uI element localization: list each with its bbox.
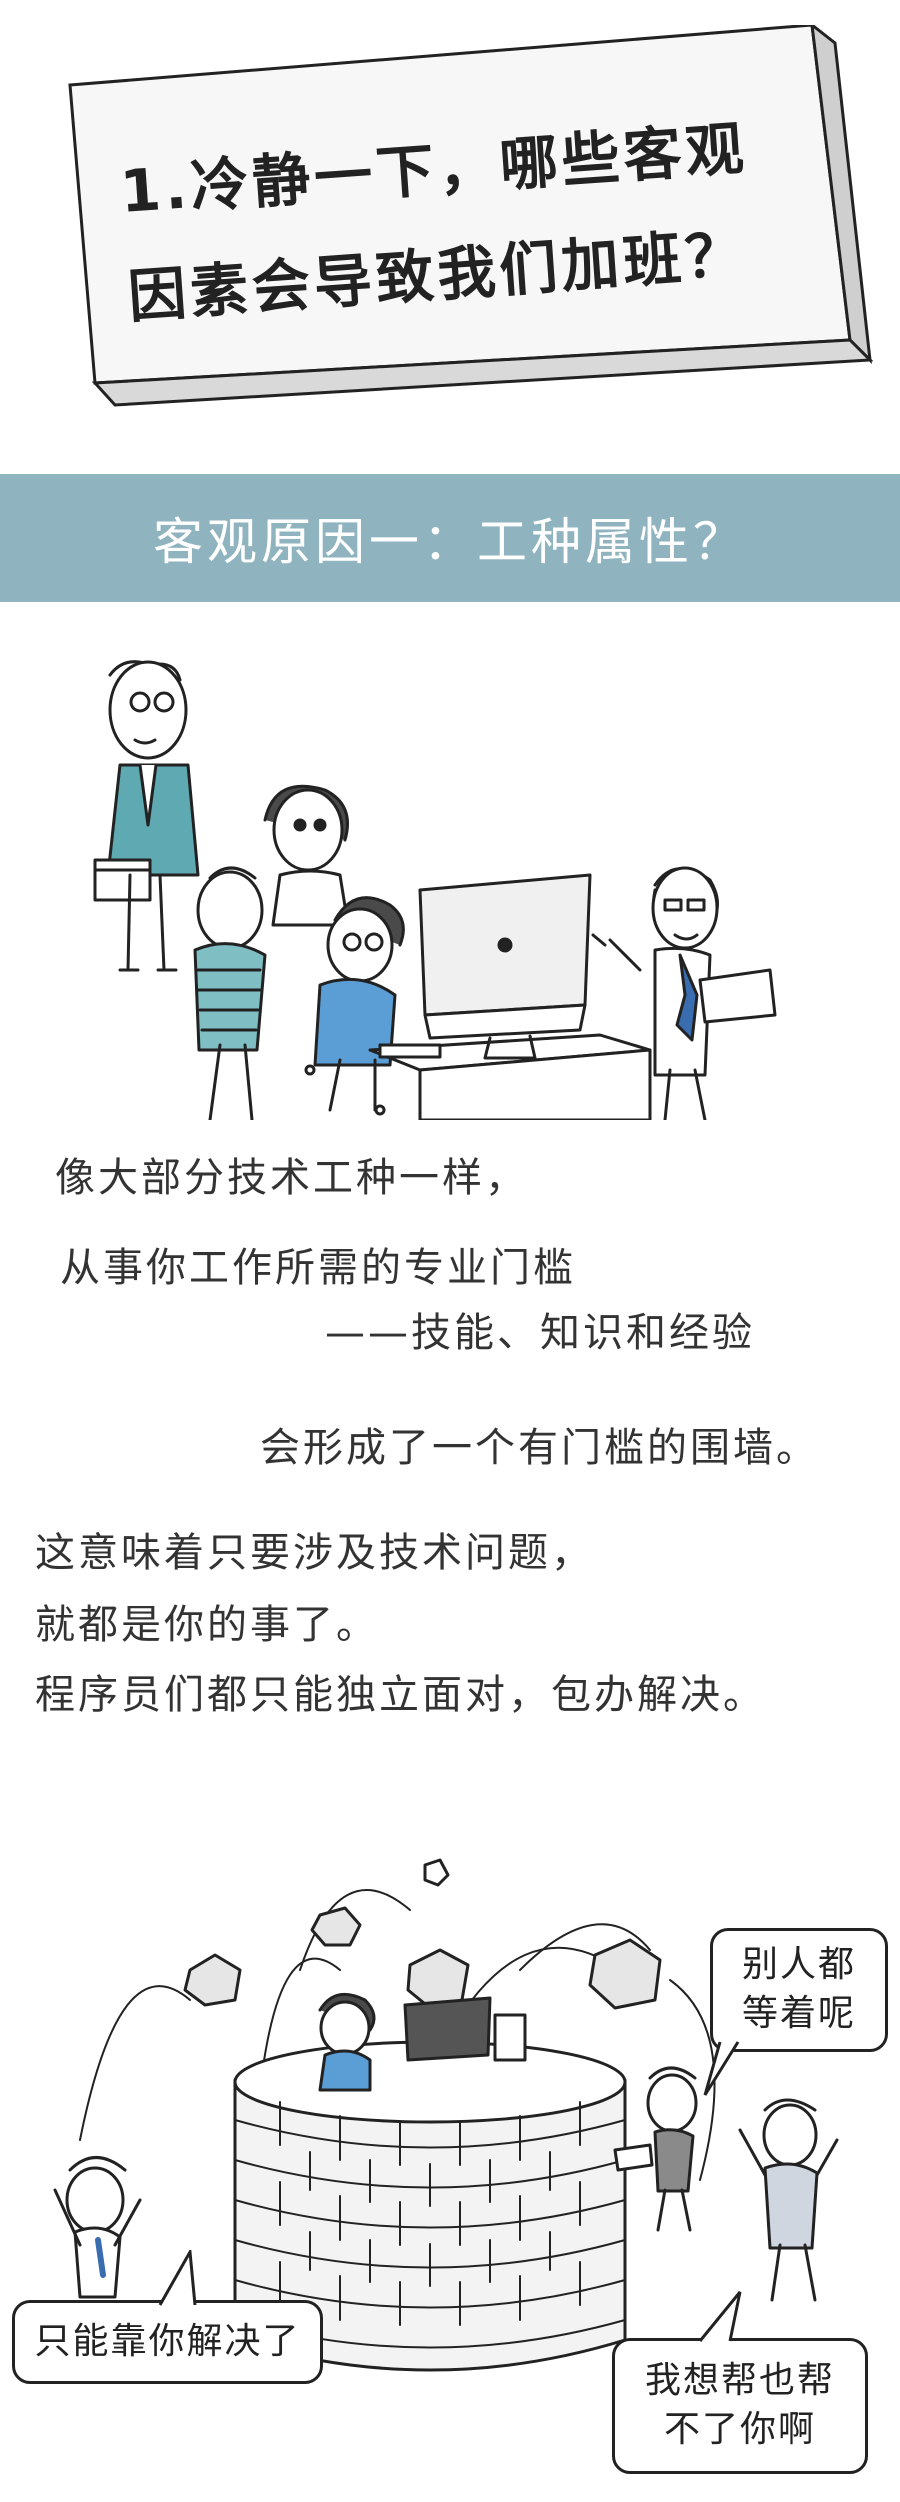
rock [423, 1858, 450, 1887]
paragraph-line-7: 程序员们都只能独立面对，包办解决。 [35, 1672, 766, 1718]
paragraph-line-4: 会形成了一个有门槛的围墙。 [260, 1425, 819, 1471]
rock [183, 1953, 242, 2007]
walled-programmer-illustration [53, 1858, 839, 2372]
paragraph-line-2: 从事你工作所需的专业门槛 [60, 1245, 576, 1291]
colleague-figure-back [263, 784, 350, 927]
bubble-tail [158, 2250, 197, 2306]
section-banner: 客观原因一：工种属性？ [0, 474, 900, 602]
office-scene-illustration [93, 660, 777, 1120]
speech-bubble-cant-help: 我想帮也帮 不了你啊 [612, 2338, 868, 2474]
bubble-only-you-text: 只能靠你解决了 [34, 2320, 301, 2362]
title-card: 1.冷静一下，哪些客观 因素会导致我们加班？ [60, 25, 880, 410]
paragraph-line-5: 这意味着只要涉及技术问题， [35, 1530, 594, 1576]
manager-figure [93, 660, 200, 972]
speech-bubble-only-you: 只能靠你解决了 [12, 2300, 323, 2384]
title-card-frame [68, 25, 874, 407]
bald-guy-with-laptop-figure [591, 866, 777, 1120]
bubble-waiting-line-1: 别人都 [741, 1944, 856, 1986]
rock [310, 1906, 362, 1947]
seated-programmer-figure [304, 896, 405, 1116]
desktop-monitor [378, 873, 592, 1060]
bubble-cant-help-line-1: 我想帮也帮 [644, 2360, 835, 2402]
banner-title: 客观原因一：工种属性？ [153, 513, 747, 571]
paragraph-line-6: 就都是你的事了。 [35, 1602, 379, 1648]
speech-bubble-waiting: 别人都 等着呢 [710, 1928, 888, 2052]
bubble-tail [703, 2041, 740, 2096]
paragraph-line-1: 像大部分技术工种一样， [55, 1155, 528, 1201]
rock [588, 1938, 662, 2010]
desk [368, 1033, 652, 1120]
bubble-cant-help-line-2: 不了你啊 [663, 2409, 816, 2450]
bubble-tail [698, 2291, 742, 2342]
paragraph-line-3: ——技能、知识和经验 [325, 1310, 755, 1356]
hoodie-figure [193, 866, 267, 1120]
bubble-waiting-line-2: 等着呢 [741, 1993, 856, 2034]
